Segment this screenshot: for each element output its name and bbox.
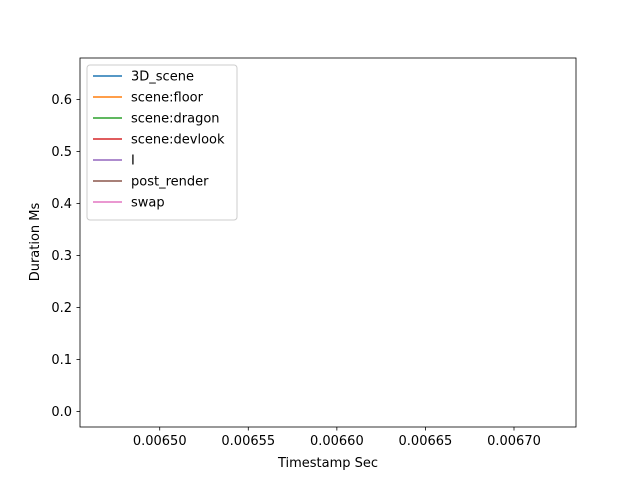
legend-label: scene:dragon [131,112,220,127]
legend-box [86,64,238,221]
legend-label: I [131,154,135,169]
y-tick-label: 0.5 [51,145,72,160]
legend: 3D_scene scene:floor scene:dragon scene:dev… [86,64,238,221]
legend-label: scene:floor [131,91,204,106]
y-tick-label: 0.0 [51,405,72,420]
axes-frame [79,57,577,428]
y-tick-label: 0.6 [51,93,72,108]
x-tick-label: 0.00665 [399,434,453,449]
y-tick-label: 0.4 [51,197,72,212]
plot-area: 0.00650 0.00655 0.00660 0.00665 0.00670 0.0 0.… [51,57,577,449]
legend-label: scene:devlook [131,133,225,148]
x-tick-label: 0.00670 [487,434,541,449]
legend-label: 3D_scene [131,70,194,85]
y-tick-label: 0.1 [51,353,72,368]
x-tick-label: 0.00650 [133,434,187,449]
x-tick-label: 0.00655 [221,434,275,449]
x-axis-label: Timestamp Sec [277,456,378,471]
y-tick-label: 0.2 [51,301,72,316]
y-axis-label: Duration Ms [28,202,43,281]
y-tick-label: 0.3 [51,249,72,264]
legend-label: post_render [131,175,209,190]
x-tick-label: 0.00660 [310,434,364,449]
legend-label: swap [131,196,165,211]
